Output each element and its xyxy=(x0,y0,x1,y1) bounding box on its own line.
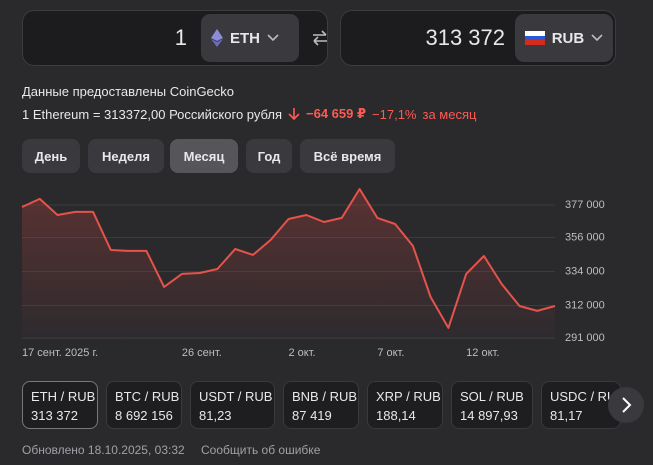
pair-price: 87 419 xyxy=(292,408,332,423)
pair-price: 81,17 xyxy=(550,408,583,423)
period-tab[interactable]: Всё время xyxy=(300,139,395,173)
pair-price: 81,23 xyxy=(199,408,232,423)
pair-price: 313 372 xyxy=(31,408,78,423)
price-line xyxy=(21,188,556,329)
next-button[interactable] xyxy=(608,387,644,423)
change-amount: −64 659 ₽ xyxy=(306,106,367,121)
pair-price: 14 897,93 xyxy=(460,408,518,423)
period-tab[interactable]: Месяц xyxy=(170,139,238,173)
from-currency[interactable]: ETH xyxy=(201,14,299,62)
pair-pair: USDT / RUB xyxy=(199,389,273,404)
to-amount[interactable]: 313 372 xyxy=(425,25,505,50)
area-fill xyxy=(22,189,555,340)
x-tick-label: 17 сент. 2025 г. xyxy=(22,347,98,359)
pair-pair: ETH / RUB xyxy=(31,389,96,404)
period-tab[interactable]: День xyxy=(22,139,80,173)
pair-pair: SOL / RUB xyxy=(460,389,524,404)
x-tick-label: 26 сент. xyxy=(182,347,222,359)
pair-card[interactable]: USDT / RUB 81,23 xyxy=(190,381,275,429)
chevron xyxy=(267,34,279,42)
pair-card[interactable]: BNB / RUB 87 419 xyxy=(283,381,359,429)
y-tick-label: 356 000 xyxy=(565,231,605,243)
pair-price: 8 692 156 xyxy=(115,408,173,423)
y-tick-label: 377 000 xyxy=(565,199,605,211)
from-amount[interactable]: 1 xyxy=(174,25,187,50)
pair-pair: BTC / RUB xyxy=(115,389,180,404)
to-currency[interactable]: RUB xyxy=(515,14,613,62)
pair-card[interactable]: XRP / RUB 188,14 xyxy=(367,381,443,429)
source: Данные предоставлены CoinGecko xyxy=(22,84,235,99)
period-tab[interactable]: Неделя xyxy=(88,139,164,173)
x-tick-label: 12 окт. xyxy=(466,347,499,359)
pair-pair: BNB / RUB xyxy=(292,389,358,404)
pair-card[interactable]: USDC / RUB 81,17 xyxy=(541,381,621,429)
down-arrow xyxy=(288,108,300,121)
rate: 1 Ethereum = 313372,00 Российского рубля xyxy=(22,106,283,122)
pair-card[interactable]: BTC / RUB 8 692 156 xyxy=(106,381,182,429)
pair-card[interactable]: SOL / RUB 14 897,93 xyxy=(451,381,533,429)
change-period: за месяц xyxy=(422,106,477,122)
eth-icon xyxy=(211,29,223,47)
swap-button[interactable] xyxy=(310,28,330,48)
updated: Обновлено 18.10.2025, 03:32 xyxy=(22,443,185,457)
period-tab[interactable]: Год xyxy=(246,139,292,173)
pair-price: 188,14 xyxy=(376,408,416,423)
x-tick-label: 7 окт. xyxy=(377,347,404,359)
pair-card[interactable]: ETH / RUB 313 372 xyxy=(22,381,98,429)
x-tick-label: 2 окт. xyxy=(289,347,316,359)
to-input[interactable]: 313 372 RUB xyxy=(340,10,616,66)
y-tick-label: 312 000 xyxy=(565,299,605,311)
to-currency-code: RUB xyxy=(551,29,585,47)
ru-flag xyxy=(525,31,545,45)
from-currency-code: ETH xyxy=(230,29,260,47)
change-percent: −17,1% xyxy=(372,106,417,122)
pair-pair: USDC / RUB xyxy=(550,389,621,404)
report-link[interactable]: Сообщить об ошибке xyxy=(201,443,321,457)
y-tick-label: 291 000 xyxy=(565,332,605,344)
chevron xyxy=(591,34,603,42)
y-tick-label: 334 000 xyxy=(565,265,605,277)
rate-line: 1 Ethereum = 313372,00 Российского рубля… xyxy=(22,106,476,122)
pair-pair: XRP / RUB xyxy=(376,389,441,404)
from-input[interactable]: 1 ETH xyxy=(22,10,328,66)
